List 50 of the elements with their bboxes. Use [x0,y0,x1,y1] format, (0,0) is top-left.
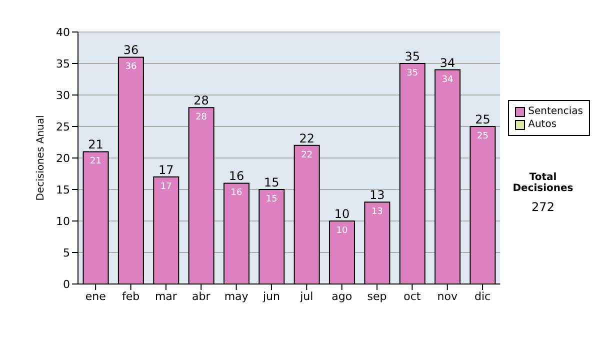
legend-label: Sentencias [528,105,583,118]
total-label: 36 [123,43,139,58]
y-tick-label: 30 [56,88,70,102]
data-label: 25 [477,132,488,142]
x-tick-label: mar [154,290,178,303]
x-tick-label: abr [192,290,211,303]
data-label: 36 [125,62,137,72]
total-label: 28 [194,94,209,108]
data-label: 22 [301,150,313,160]
total-label: 34 [440,56,456,70]
x-tick-label: nov [437,290,458,303]
total-label: 15 [264,176,280,190]
y-tick-label: 40 [56,26,70,39]
data-label: 17 [160,182,172,192]
y-tick-label: 5 [63,246,70,260]
x-tick-label: sep [367,290,387,303]
data-label: 13 [371,207,383,218]
x-tick-label: ene [85,290,106,303]
total-label: 10 [334,207,350,221]
total-label: 22 [299,131,314,146]
total-label: 25 [475,112,490,126]
total-label: 35 [404,50,420,64]
total-label: 17 [158,162,174,177]
text: 272 [530,200,556,214]
data-label: 16 [230,188,242,198]
y-tick-label: 15 [56,183,70,196]
x-tick-label: jun [262,290,280,303]
x-tick-label: dic [474,290,491,303]
text: Total Decisiones [512,172,574,194]
total-label: 16 [228,169,244,184]
x-tick-label: oct [404,290,422,303]
data-label: 10 [336,226,348,236]
x-tick-label: may [224,290,249,303]
y-axis-title: Decisiones Anual [36,115,47,201]
x-tick-label: ago [332,290,352,303]
data-label: 35 [406,68,418,78]
x-tick-label: jul [299,290,314,303]
y-tick-label: 25 [56,120,70,134]
legend-label: Autos [528,118,557,131]
x-tick-label: feb [122,290,140,303]
data-label: 21 [90,156,102,167]
y-tick-label: 0 [63,278,70,291]
data-label: 28 [196,112,208,123]
y-tick-label: 10 [56,214,70,228]
total-label: 13 [370,188,385,202]
data-label: 34 [442,74,454,85]
y-tick-label: 35 [56,57,70,70]
y-tick-label: 20 [56,152,70,165]
data-label: 15 [266,194,278,204]
total-label: 21 [88,138,104,152]
